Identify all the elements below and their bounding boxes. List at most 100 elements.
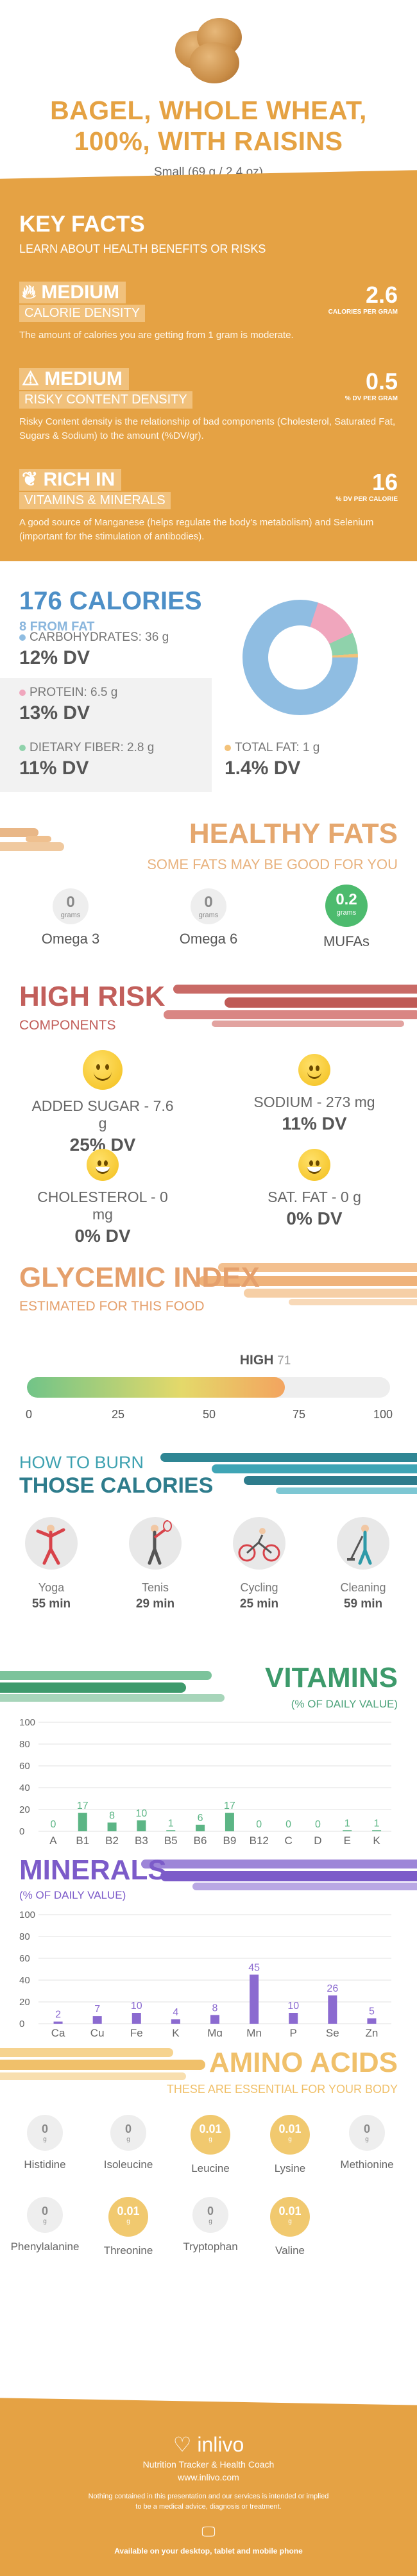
footer-url[interactable]: www.inlivo.com (178, 2472, 239, 2482)
x-tick-label: P (290, 2027, 297, 2037)
amino-name: Histidine (24, 2158, 66, 2171)
amino-name: Leucine (191, 2162, 230, 2174)
x-tick-label: D (314, 1835, 321, 1844)
nutrient-fiber: DIETARY FIBER: 2.8 g 11% DV (19, 741, 154, 779)
amino-acids-subtitle: THESE ARE ESSENTIAL FOR YOUR BODY (166, 2083, 398, 2096)
inlivo-logo: ♡ inlivo (0, 2432, 417, 2457)
cycling-icon (233, 1517, 285, 1570)
amino-value: 0.01 (278, 2205, 302, 2217)
nutrient-dv: 12% DV (19, 647, 90, 668)
minerals-section: MINERALS (% OF DAILY VALUE) 0 20 40 60 80 100… (0, 1844, 417, 2037)
bar-value-label: 10 (136, 1808, 148, 1819)
amino-value-circle: 0.01 g (191, 2115, 230, 2155)
bar-Fe (132, 2013, 141, 2024)
x-tick-label: B1 (76, 1835, 89, 1844)
amino-acid-isoleucine: 0 g Isoleucine (90, 2115, 167, 2171)
bar-P (289, 2013, 298, 2024)
bar-value-label: 6 (198, 1813, 203, 1824)
bar-value-label: 0 (315, 1819, 321, 1830)
y-tick-label: 100 (19, 1717, 35, 1728)
fat-value-circle: 0 grams (53, 888, 89, 924)
high-risk-title: HIGH RISK (19, 981, 166, 1012)
bar-value-label: 1 (345, 1818, 350, 1829)
activity-minutes: 29 min (135, 1597, 175, 1611)
high-risk-subtitle: COMPONENTS (19, 1018, 116, 1033)
amino-name: Methionine (340, 2158, 394, 2171)
risk-sat-fat: SAT. FAT - 0 g 0% DV (237, 1149, 391, 1229)
x-tick-label: A (49, 1835, 57, 1844)
x-tick-label: K (373, 1835, 380, 1844)
vitamins-subtitle: (% OF DAILY VALUE) (291, 1698, 398, 1710)
protein-dot (19, 690, 26, 696)
burn-calories-section: HOW TO BURN THOSE CALORIES Yoga 55 min T… (0, 1440, 417, 1652)
y-tick-label: 40 (19, 1783, 30, 1793)
bar-K (171, 2019, 180, 2024)
glycemic-tick: 100 (373, 1408, 393, 1421)
bar-B6 (196, 1824, 205, 1831)
y-tick-label: 40 (19, 1975, 30, 1986)
fat-item-mufas: 0.2 grams MUFAs (302, 885, 391, 950)
amino-value: 0 (41, 2123, 48, 2135)
x-tick-label: C (284, 1835, 292, 1844)
glycemic-title: GLYCEMIC INDEX (19, 1262, 260, 1293)
flame-icon: 🔥︎ (22, 282, 37, 303)
bar-value-label: 0 (50, 1819, 56, 1830)
fact-value: 16 (371, 469, 398, 495)
bar-Mg (210, 2015, 219, 2024)
fat-name: Omega 3 (41, 931, 100, 947)
fact-category: RISKY CONTENT DENSITY (19, 391, 192, 409)
x-tick-label: Cu (90, 2027, 105, 2037)
high-risk-section: HIGH RISK COMPONENTS ADDED SUGAR - 7.6 g… (0, 965, 417, 1248)
x-tick-label: B2 (105, 1835, 119, 1844)
key-facts-section: KEY FACTS LEARN ABOUT HEALTH BENEFITS OR… (0, 186, 417, 561)
amino-name: Lysine (274, 2162, 306, 2174)
y-tick-label: 0 (19, 1826, 24, 1837)
glycemic-tick: 75 (293, 1408, 306, 1421)
risk-label: SAT. FAT - 0 g (268, 1189, 361, 1205)
glycemic-subtitle: ESTIMATED FOR THIS FOOD (19, 1299, 205, 1314)
glycemic-section: GLYCEMIC INDEX ESTIMATED FOR THIS FOOD H… (0, 1248, 417, 1440)
amino-value-circle: 0.01 g (270, 2115, 310, 2155)
x-tick-label: Ca (51, 2027, 65, 2037)
x-tick-label: B12 (250, 1835, 269, 1844)
amino-acid-leucine: 0.01 g Leucine (172, 2115, 249, 2175)
amino-unit: g (288, 2218, 292, 2225)
nutrient-protein: PROTEIN: 6.5 g 13% DV (19, 686, 117, 724)
amino-acid-methionine: 0 g Methionine (328, 2115, 405, 2171)
amino-acid-tryptophan: 0 g Tryptophan (172, 2197, 249, 2253)
glycemic-level: HIGH 71 (240, 1353, 291, 1368)
minerals-subtitle: (% OF DAILY VALUE) (19, 1889, 126, 1901)
bar-K (372, 1830, 382, 1831)
bar-B9 (225, 1813, 234, 1831)
amino-acids-title: AMINO ACIDS (208, 2047, 398, 2078)
bar-value-label: 8 (109, 1810, 115, 1821)
smiley-icon (83, 1050, 123, 1090)
amino-unit: g (43, 2136, 47, 2143)
activity-name: Cycling (240, 1581, 278, 1594)
risk-label: CHOLESTEROL - 0 mg (37, 1189, 168, 1223)
amino-name: Tryptophan (183, 2241, 238, 2253)
burn-title-2: THOSE CALORIES (19, 1473, 214, 1498)
activity-cleaning: Cleaning 59 min (325, 1517, 402, 1611)
footer-disclaimer: to be a medical advice, diagnosis or tre… (135, 2503, 282, 2511)
bar-B3 (137, 1820, 146, 1831)
glycemic-tick: 25 (112, 1408, 125, 1421)
fact-level: RICH IN (43, 469, 115, 490)
amino-unit: g (365, 2136, 369, 2143)
glycemic-value: 71 (277, 1354, 291, 1368)
fact-description: A good source of Manganese (helps regula… (19, 517, 374, 542)
risk-added-sugar: ADDED SUGAR - 7.6 g 25% DV (26, 1050, 180, 1155)
header: BAGEL, WHOLE WHEAT, 100%, WITH RAISINS S… (0, 0, 417, 186)
grin-icon (298, 1149, 330, 1181)
amino-unit: g (208, 2218, 212, 2225)
activity-yoga: Yoga 55 min (13, 1517, 90, 1611)
y-tick-label: 100 (19, 1910, 35, 1920)
nutrient-label: PROTEIN: 6.5 g (30, 686, 118, 699)
bar-value-label: 1 (168, 1818, 174, 1829)
amino-unit: g (126, 2136, 130, 2143)
amino-acid-valine: 0.01 g Valine (251, 2197, 328, 2257)
y-tick-label: 80 (19, 1931, 30, 1942)
fat-dot (225, 745, 231, 751)
amino-unit: g (208, 2136, 212, 2143)
